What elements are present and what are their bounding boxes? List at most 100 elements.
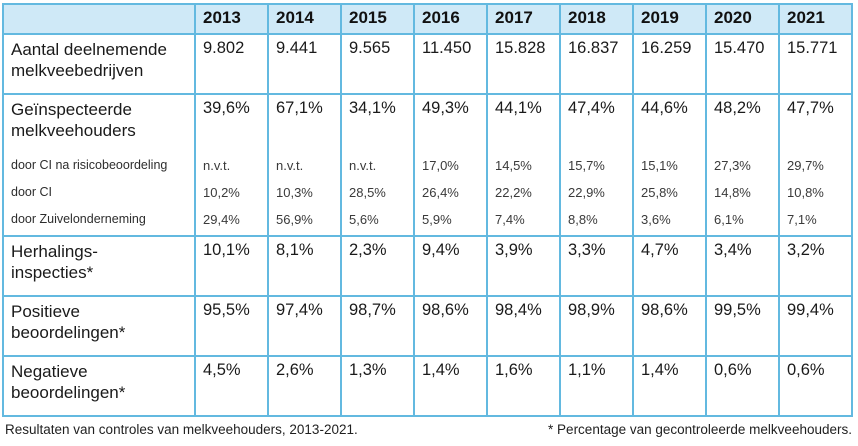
subrow-label: door Zuivelonderneming bbox=[2, 209, 196, 237]
value-cell: 17,0% bbox=[413, 155, 488, 182]
value-cell: 67,1% bbox=[267, 93, 342, 155]
value-cell: 48,2% bbox=[705, 93, 780, 155]
value-cell: 3,2% bbox=[778, 235, 853, 297]
value-cell: 22,2% bbox=[486, 182, 561, 209]
value-cell: 98,6% bbox=[413, 295, 488, 357]
value-cell: 0,6% bbox=[778, 355, 853, 417]
value-cell: n.v.t. bbox=[267, 155, 342, 182]
row-label: Herhalings- inspecties* bbox=[2, 235, 196, 297]
value-cell: 1,3% bbox=[340, 355, 415, 417]
value-cell: 26,4% bbox=[413, 182, 488, 209]
table-subrow-zuivelonderneming: door Zuivelonderneming 29,4% 56,9% 5,6% … bbox=[2, 209, 853, 237]
value-cell: 1,6% bbox=[486, 355, 561, 417]
value-cell: 29,7% bbox=[778, 155, 853, 182]
table-subrow-risicobeoordeling: door CI na risicobeoordeling n.v.t. n.v.… bbox=[2, 155, 853, 182]
table-row-negatieve-beoordelingen: Negatieve beoordelingen* 4,5% 2,6% 1,3% … bbox=[2, 355, 853, 417]
value-cell: 56,9% bbox=[267, 209, 342, 237]
value-cell: 6,1% bbox=[705, 209, 780, 237]
value-cell: 5,9% bbox=[413, 209, 488, 237]
row-label: Aantal deelnemende melkveebedrijven bbox=[2, 33, 196, 95]
value-cell: 15.771 bbox=[778, 33, 853, 95]
value-cell: 97,4% bbox=[267, 295, 342, 357]
value-cell: 9,4% bbox=[413, 235, 488, 297]
value-cell: 14,8% bbox=[705, 182, 780, 209]
year-header-2015: 2015 bbox=[340, 3, 415, 35]
value-cell: 99,5% bbox=[705, 295, 780, 357]
value-cell: 15,1% bbox=[632, 155, 707, 182]
value-cell: 98,7% bbox=[340, 295, 415, 357]
value-cell: 15.828 bbox=[486, 33, 561, 95]
value-cell: 44,6% bbox=[632, 93, 707, 155]
year-header-2017: 2017 bbox=[486, 3, 561, 35]
value-cell: 39,6% bbox=[194, 93, 269, 155]
table-caption: Resultaten van controles van melkveehoud… bbox=[5, 422, 358, 437]
table-row-herhalingsinspecties: Herhalings- inspecties* 10,1% 8,1% 2,3% … bbox=[2, 235, 853, 297]
value-cell: 9.565 bbox=[340, 33, 415, 95]
value-cell: 10,8% bbox=[778, 182, 853, 209]
year-header-2020: 2020 bbox=[705, 3, 780, 35]
value-cell: 3,9% bbox=[486, 235, 561, 297]
value-cell: 29,4% bbox=[194, 209, 269, 237]
value-cell: 8,1% bbox=[267, 235, 342, 297]
value-cell: 28,5% bbox=[340, 182, 415, 209]
value-cell: 0,6% bbox=[705, 355, 780, 417]
value-cell: 15.470 bbox=[705, 33, 780, 95]
value-cell: 22,9% bbox=[559, 182, 634, 209]
value-cell: 15,7% bbox=[559, 155, 634, 182]
year-header-2013: 2013 bbox=[194, 3, 269, 35]
corner-cell bbox=[2, 3, 196, 35]
value-cell: 11.450 bbox=[413, 33, 488, 95]
value-cell: 10,3% bbox=[267, 182, 342, 209]
table-row-aantal: Aantal deelnemende melkveebedrijven 9.80… bbox=[2, 33, 853, 95]
value-cell: 4,5% bbox=[194, 355, 269, 417]
value-cell: 99,4% bbox=[778, 295, 853, 357]
value-cell: 3,4% bbox=[705, 235, 780, 297]
value-cell: 7,4% bbox=[486, 209, 561, 237]
value-cell: n.v.t. bbox=[340, 155, 415, 182]
value-cell: 1,1% bbox=[559, 355, 634, 417]
value-cell: 10,1% bbox=[194, 235, 269, 297]
subrow-label: door CI bbox=[2, 182, 196, 209]
value-cell: 25,8% bbox=[632, 182, 707, 209]
value-cell: 2,6% bbox=[267, 355, 342, 417]
row-label: Negatieve beoordelingen* bbox=[2, 355, 196, 417]
value-cell: 2,3% bbox=[340, 235, 415, 297]
row-label: Positieve beoordelingen* bbox=[2, 295, 196, 357]
value-cell: 9.802 bbox=[194, 33, 269, 95]
table-subrow-ci: door CI 10,2% 10,3% 28,5% 26,4% 22,2% 22… bbox=[2, 182, 853, 209]
value-cell: 16.837 bbox=[559, 33, 634, 95]
value-cell: 47,7% bbox=[778, 93, 853, 155]
value-cell: 10,2% bbox=[194, 182, 269, 209]
value-cell: 49,3% bbox=[413, 93, 488, 155]
value-cell: 16.259 bbox=[632, 33, 707, 95]
value-cell: n.v.t. bbox=[194, 155, 269, 182]
value-cell: 8,8% bbox=[559, 209, 634, 237]
value-cell: 44,1% bbox=[486, 93, 561, 155]
value-cell: 9.441 bbox=[267, 33, 342, 95]
table-row-positieve-beoordelingen: Positieve beoordelingen* 95,5% 97,4% 98,… bbox=[2, 295, 853, 357]
value-cell: 7,1% bbox=[778, 209, 853, 237]
row-label: Geïnspecteerde melkveehouders bbox=[2, 93, 196, 155]
year-header-2016: 2016 bbox=[413, 3, 488, 35]
value-cell: 3,3% bbox=[559, 235, 634, 297]
year-header-2019: 2019 bbox=[632, 3, 707, 35]
year-header-2021: 2021 bbox=[778, 3, 853, 35]
value-cell: 95,5% bbox=[194, 295, 269, 357]
value-cell: 98,9% bbox=[559, 295, 634, 357]
value-cell: 27,3% bbox=[705, 155, 780, 182]
value-cell: 1,4% bbox=[632, 355, 707, 417]
value-cell: 98,6% bbox=[632, 295, 707, 357]
value-cell: 14,5% bbox=[486, 155, 561, 182]
value-cell: 1,4% bbox=[413, 355, 488, 417]
subrow-label: door CI na risicobeoordeling bbox=[2, 155, 196, 182]
value-cell: 4,7% bbox=[632, 235, 707, 297]
results-table: 2013 2014 2015 2016 2017 2018 2019 2020 … bbox=[2, 3, 853, 417]
value-cell: 47,4% bbox=[559, 93, 634, 155]
year-header-row: 2013 2014 2015 2016 2017 2018 2019 2020 … bbox=[2, 3, 853, 35]
value-cell: 34,1% bbox=[340, 93, 415, 155]
table-row-geinspecteerd: Geïnspecteerde melkveehouders 39,6% 67,1… bbox=[2, 93, 853, 155]
year-header-2014: 2014 bbox=[267, 3, 342, 35]
value-cell: 5,6% bbox=[340, 209, 415, 237]
footnote: * Percentage van gecontroleerde melkveeh… bbox=[548, 422, 852, 437]
value-cell: 98,4% bbox=[486, 295, 561, 357]
